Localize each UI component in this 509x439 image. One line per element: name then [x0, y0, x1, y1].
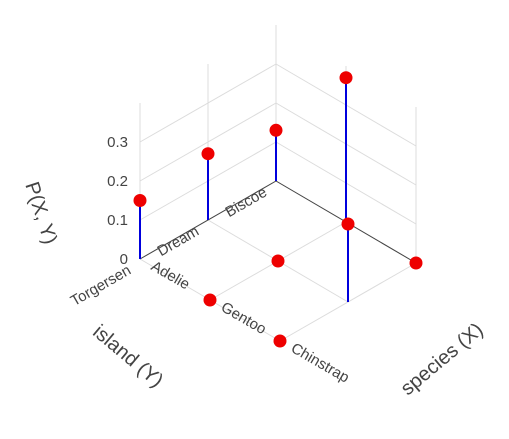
x-tick-label: Adelie: [148, 258, 193, 294]
z-tick-label: 0.2: [107, 173, 128, 190]
z-tick-label: 0: [120, 251, 128, 268]
y-tick-label: Torgersen: [68, 262, 134, 310]
data-point-marker: [271, 254, 285, 268]
data-point-marker: [341, 217, 355, 231]
x-axis-title: species (X): [397, 319, 488, 400]
x-tick-label: Gentoo: [218, 299, 269, 338]
grid-layer: [139, 25, 417, 342]
y-tick-label: Dream: [155, 223, 202, 260]
data-point-marker: [269, 123, 283, 137]
y-axis-title: island (Y): [88, 321, 167, 392]
data-point-marker: [203, 293, 217, 307]
z-tick-label: 0.3: [107, 134, 128, 151]
z-tick-label: 0.1: [107, 212, 128, 229]
data-point-marker: [201, 147, 215, 161]
data-point-marker: [339, 71, 353, 85]
stem-layer: [139, 77, 349, 302]
marker-layer: [133, 71, 423, 348]
y-tick-label: Biscoe: [223, 184, 270, 221]
data-point-marker: [409, 256, 423, 270]
data-point-marker: [133, 194, 147, 207]
z-axis-title: P(X, Y): [20, 179, 61, 247]
x-tick-label: Chinstrap: [288, 340, 352, 387]
data-point-marker: [273, 334, 287, 348]
